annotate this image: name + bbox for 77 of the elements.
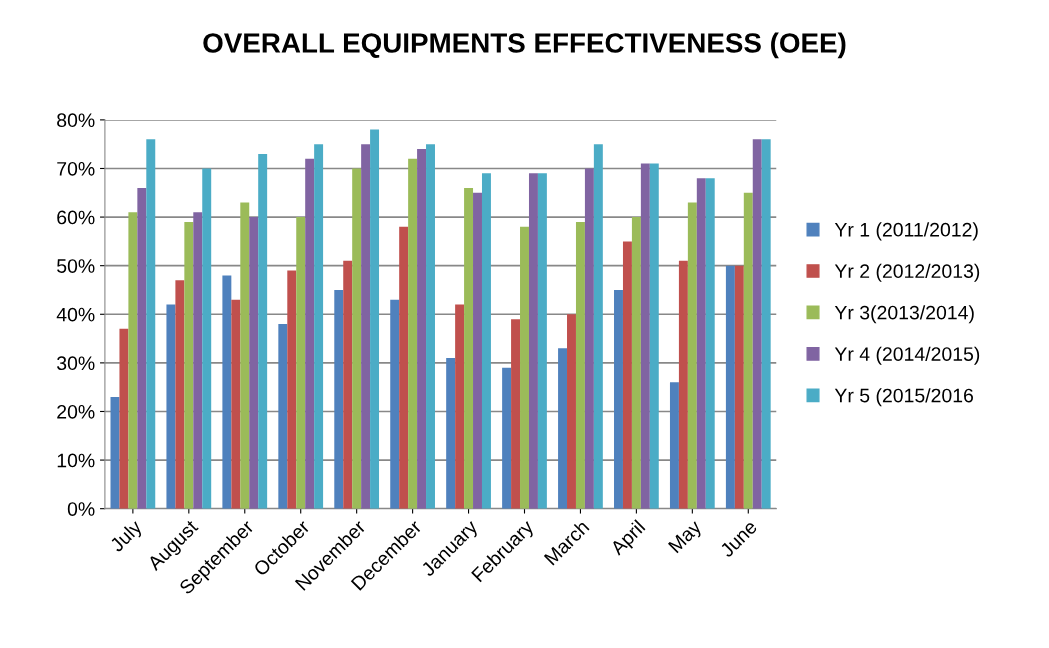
bar [687,202,697,509]
bar [390,299,400,509]
bar [743,192,753,509]
bar [119,328,129,509]
bar [502,367,512,509]
bar [175,280,185,509]
bar [202,168,212,509]
bar [725,265,735,509]
bar [575,221,585,509]
bar [558,348,568,509]
bar [258,153,268,509]
bar [446,358,456,509]
bar [166,304,176,509]
bar [464,187,474,509]
y-tick-label: 30% [57,356,95,371]
bar [305,158,315,509]
bar [473,192,482,509]
legend-label: Yr 1 (2011/2012) [834,222,978,241]
legend-label: Yr 2 (2012/2013) [834,263,980,282]
bar [240,202,250,509]
y-tick-label: 60% [57,210,95,225]
bar [343,260,353,509]
bar [408,158,418,509]
bar [752,139,762,509]
bar [399,226,409,509]
bar [146,139,156,509]
bar [734,265,744,509]
legend-label: Yr 4 (2014/2015) [834,346,980,365]
bar [528,173,538,509]
bar [296,217,306,509]
bar [370,129,380,509]
bar [593,144,603,509]
chart-title: OVERALL EQUIPMENTS EFFECTIVENESS (OEE) [203,32,846,59]
bar [110,396,120,509]
bar [334,289,344,509]
y-tick-label: 80% [57,113,95,128]
y-tick-label: 70% [57,161,95,176]
bar [193,212,203,509]
bar [669,382,679,509]
x-tick-label: May [668,518,706,557]
bar [455,304,465,509]
bar [222,275,232,509]
y-tick-label: 50% [57,259,95,273]
x-tick-label: July [108,518,146,556]
bar [481,173,491,509]
bar [361,144,371,509]
bar [417,149,427,509]
bar [761,139,771,509]
bar [537,173,547,509]
bar [696,178,706,509]
bar [614,289,623,509]
bar [352,168,362,509]
bar [137,187,147,509]
bar [649,163,659,509]
bar [520,226,529,509]
bar [622,241,632,509]
bar [640,163,650,509]
y-tick-label: 10% [57,453,95,468]
y-tick-label: 20% [57,404,95,419]
bar [249,217,259,509]
legend-label: Yr 3(2013/2014) [834,305,974,324]
bar [184,221,194,509]
y-tick-label: 40% [56,307,95,322]
bar [705,178,715,509]
y-tick-label: 0% [67,502,95,516]
bar [567,314,576,509]
bar [287,270,297,509]
legend-label: Yr 5 (2015/2016 [834,388,974,407]
bar [426,144,435,509]
bar [678,260,688,509]
bar [511,319,521,509]
bar [584,168,594,509]
bar [314,144,324,509]
bar [231,299,241,509]
bar [128,212,138,509]
bar [278,324,288,509]
bar [631,217,641,509]
